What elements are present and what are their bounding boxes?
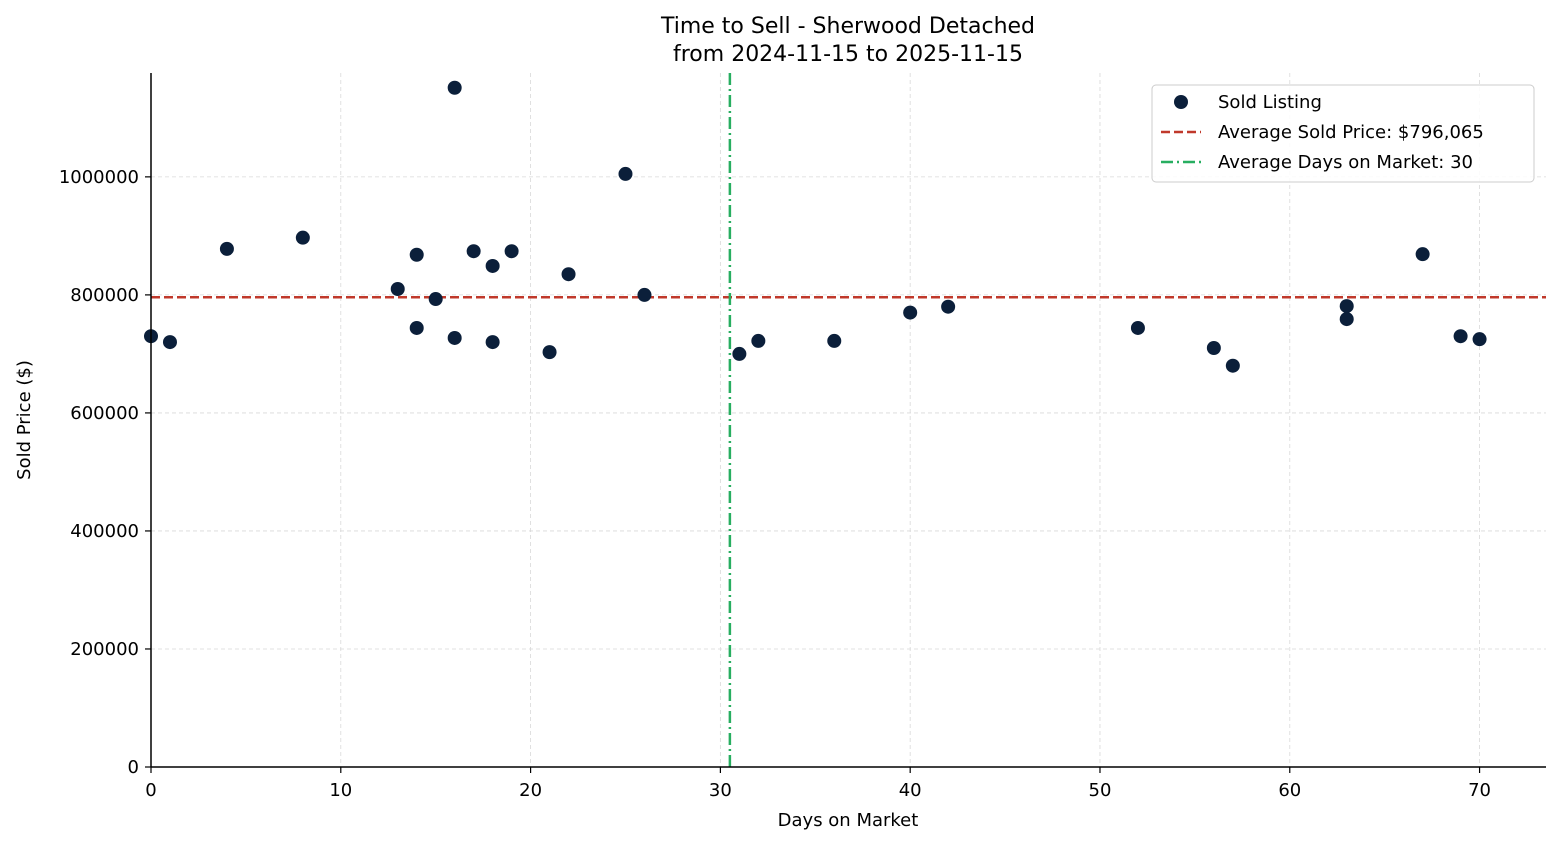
y-tick-label: 800000 [70,285,139,306]
data-point [466,244,481,259]
data-point [504,244,519,259]
data-point [1453,329,1468,344]
data-point [827,333,842,348]
legend-label-avg-price: Average Sold Price: $796,065 [1218,122,1484,143]
y-tick-label: 600000 [70,403,139,424]
y-tick-label: 200000 [70,639,139,660]
data-point [485,335,500,350]
legend-label-sold: Sold Listing [1218,92,1322,113]
x-tick-label: 30 [709,780,732,801]
data-point [485,258,500,273]
data-point [1415,247,1430,262]
x-tick-label: 10 [329,780,352,801]
x-tick-label: 40 [899,780,922,801]
x-tick-label: 50 [1089,780,1112,801]
data-point [1339,312,1354,327]
legend-label-avg-days: Average Days on Market: 30 [1218,152,1473,173]
data-point [618,166,633,181]
data-point [561,267,576,282]
data-point [447,80,462,95]
data-point [903,305,918,320]
y-axis-label: Sold Price ($) [14,360,35,480]
data-point [1472,332,1487,347]
x-tick-label: 70 [1468,780,1491,801]
legend: Sold Listing Average Sold Price: $796,06… [1151,84,1535,183]
data-point [732,346,747,361]
data-point [447,330,462,345]
x-tick-label: 60 [1278,780,1301,801]
data-point [162,335,177,350]
data-point [428,292,443,307]
x-tick-label: 0 [145,780,156,801]
x-tick-label: 20 [519,780,542,801]
data-point [409,247,424,262]
data-point [390,281,405,296]
data-point [219,241,234,256]
data-point [941,299,956,314]
y-tick-label: 400000 [70,521,139,542]
data-point [295,230,310,245]
chart-subtitle: from 2024-11-15 to 2025-11-15 [673,42,1023,67]
data-point [542,345,557,360]
data-point [1130,320,1145,335]
data-point [409,320,424,335]
legend-marker-sold [1174,95,1188,109]
chart-title: Time to Sell - Sherwood Detached [660,14,1035,39]
x-axis-label: Days on Market [778,810,919,831]
y-tick-label: 0 [128,757,139,778]
data-point [1339,299,1354,314]
data-point [637,287,652,302]
y-tick-label: 1000000 [59,167,139,188]
data-point [1206,341,1221,356]
data-point [1225,358,1240,373]
data-point [751,333,766,348]
